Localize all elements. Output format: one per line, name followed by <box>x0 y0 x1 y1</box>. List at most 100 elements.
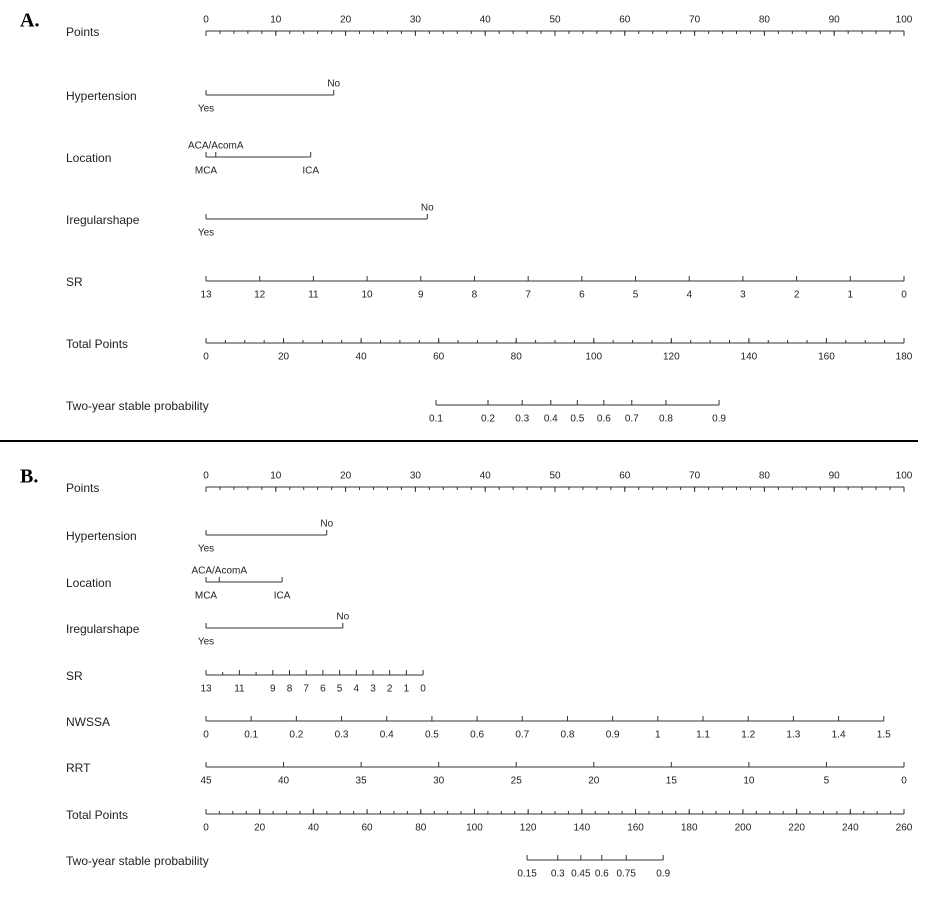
tick-label: 30 <box>410 471 422 482</box>
tick-label: 200 <box>735 823 752 834</box>
tick-label: ACA/AcomA <box>188 141 244 152</box>
tick-label: 20 <box>588 776 600 787</box>
tick-label: 1.2 <box>741 730 755 741</box>
tick-label: 45 <box>200 776 212 787</box>
tick-label: 100 <box>896 471 913 482</box>
tick-label: 5 <box>824 776 830 787</box>
tick-label: 80 <box>511 352 523 363</box>
tick-label: ICA <box>302 166 319 177</box>
tick-label: 0.2 <box>481 414 495 425</box>
tick-label: 30 <box>433 776 445 787</box>
tick-label: 11 <box>308 290 319 301</box>
tick-label: 1 <box>848 290 854 301</box>
tick-label: 1.3 <box>786 730 800 741</box>
tick-label: 180 <box>681 823 698 834</box>
tick-label: 0.5 <box>425 730 439 741</box>
tick-label: 0.1 <box>244 730 258 741</box>
tick-label: 100 <box>585 352 602 363</box>
tick-label: 220 <box>788 823 805 834</box>
tick-label: ICA <box>274 591 291 602</box>
tick-label: 1 <box>404 684 410 695</box>
tick-label: 0.9 <box>712 414 726 425</box>
tick-label: 0.3 <box>515 414 529 425</box>
tick-label: 60 <box>362 823 374 834</box>
row-name: Total Points <box>66 337 128 351</box>
tick-label: No <box>327 79 340 90</box>
tick-label: 0.6 <box>470 730 484 741</box>
tick-label: 20 <box>278 352 290 363</box>
row-name: Two-year stable probability <box>66 399 209 413</box>
tick-label: 0.8 <box>561 730 575 741</box>
tick-label: 13 <box>200 290 212 301</box>
tick-label: 0.8 <box>659 414 673 425</box>
tick-label: 20 <box>340 15 352 26</box>
tick-label: 2 <box>387 684 393 695</box>
tick-label: 3 <box>740 290 746 301</box>
tick-label: 140 <box>574 823 591 834</box>
tick-label: 0.75 <box>616 869 636 880</box>
tick-label: 5 <box>633 290 639 301</box>
tick-label: 0.4 <box>544 414 558 425</box>
row-name: Iregularshape <box>66 622 140 636</box>
tick-label: 0.7 <box>515 730 529 741</box>
tick-label: 0 <box>203 15 209 26</box>
tick-label: 260 <box>896 823 913 834</box>
tick-label: 0.4 <box>380 730 394 741</box>
tick-label: 20 <box>254 823 266 834</box>
tick-label: 0 <box>203 352 209 363</box>
tick-label: 80 <box>759 15 771 26</box>
tick-label: 20 <box>340 471 352 482</box>
tick-label: 180 <box>896 352 913 363</box>
tick-label: 2 <box>794 290 800 301</box>
tick-label: 30 <box>410 15 422 26</box>
tick-label: 25 <box>511 776 523 787</box>
tick-label: 8 <box>472 290 478 301</box>
panel-label: B. <box>20 466 38 488</box>
tick-label: 60 <box>433 352 445 363</box>
tick-label: 100 <box>466 823 483 834</box>
tick-label: 1.5 <box>877 730 891 741</box>
row-name: Hypertension <box>66 89 137 103</box>
tick-label: 5 <box>337 684 343 695</box>
row-name: Points <box>66 481 99 495</box>
row-name: NWSSA <box>66 715 110 729</box>
row-name: Location <box>66 576 111 590</box>
tick-label: 13 <box>200 684 212 695</box>
tick-label: 8 <box>287 684 293 695</box>
tick-label: 7 <box>525 290 531 301</box>
row-name: SR <box>66 669 83 683</box>
tick-label: 50 <box>549 15 561 26</box>
tick-label: 240 <box>842 823 859 834</box>
tick-label: 0.3 <box>551 869 565 880</box>
tick-label: 100 <box>896 15 913 26</box>
tick-label: 0 <box>420 684 426 695</box>
tick-label: 0.3 <box>335 730 349 741</box>
tick-label: 0.7 <box>625 414 639 425</box>
tick-label: 10 <box>743 776 755 787</box>
tick-label: 0.6 <box>597 414 611 425</box>
tick-label: 35 <box>356 776 368 787</box>
tick-label: 10 <box>270 15 282 26</box>
tick-label: Yes <box>198 637 214 648</box>
tick-label: 0 <box>901 776 907 787</box>
tick-label: 11 <box>234 684 245 695</box>
tick-label: 40 <box>480 15 492 26</box>
row-name: Iregularshape <box>66 213 140 227</box>
tick-label: 40 <box>356 352 368 363</box>
tick-label: No <box>320 519 333 530</box>
tick-label: MCA <box>195 166 218 177</box>
tick-label: 80 <box>759 471 771 482</box>
tick-label: 160 <box>818 352 835 363</box>
tick-label: 10 <box>362 290 374 301</box>
tick-label: 0 <box>901 290 907 301</box>
tick-label: 40 <box>278 776 290 787</box>
tick-label: 60 <box>619 15 631 26</box>
tick-label: 80 <box>415 823 427 834</box>
panel-label: A. <box>20 10 39 32</box>
tick-label: 1.1 <box>696 730 710 741</box>
tick-label: 90 <box>829 15 841 26</box>
tick-label: 140 <box>741 352 758 363</box>
tick-label: Yes <box>198 544 214 555</box>
tick-label: 90 <box>829 471 841 482</box>
